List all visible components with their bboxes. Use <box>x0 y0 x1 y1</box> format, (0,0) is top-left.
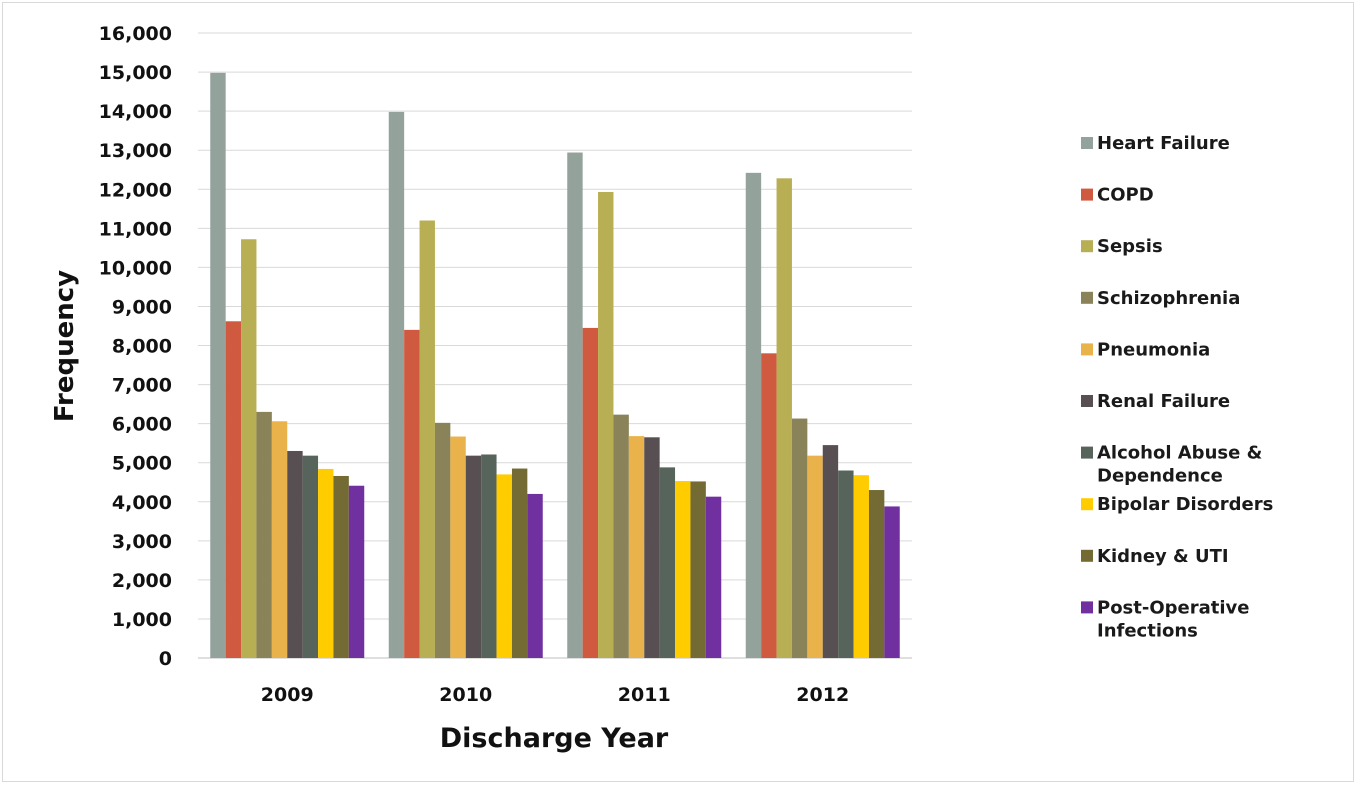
bar-schizophrenia-2009 <box>256 411 272 658</box>
x-tick-label: 2011 <box>618 684 671 706</box>
y-tick-label: 4,000 <box>112 492 172 514</box>
legend-swatch <box>1081 395 1093 407</box>
y-tick-label: 12,000 <box>99 179 172 201</box>
bar-bipolar-disorders-2010 <box>496 474 512 658</box>
legend-swatch <box>1081 188 1093 201</box>
legend-label: Schizophrenia <box>1097 288 1240 309</box>
legend-swatch <box>1081 549 1093 562</box>
bar-heart-failure-2010 <box>388 111 405 658</box>
legend-label: Heart Failure <box>1097 133 1230 154</box>
legend: Heart Failure COPD Sepsis Schizophrenia Pneu… <box>1081 133 1273 641</box>
bar-alcohol-abuse-dependence-2010 <box>481 454 497 658</box>
legend-swatch <box>1081 291 1093 304</box>
bar-schizophrenia-2012 <box>791 418 808 658</box>
bar-alcohol-abuse-dependence-2011 <box>659 467 676 658</box>
legend-swatch <box>1081 498 1093 511</box>
bar-pneumonia-2012 <box>807 455 823 658</box>
legend-swatch <box>1081 446 1093 459</box>
bars <box>210 72 900 658</box>
bar-copd-2011 <box>582 327 599 658</box>
bar-post-operative-infections-2011 <box>705 496 722 658</box>
bar-post-operative-infections-2009 <box>348 485 365 658</box>
x-tick-label: 2012 <box>796 684 849 706</box>
bar-pneumonia-2010 <box>450 436 466 658</box>
bar-sepsis-2012 <box>776 178 792 658</box>
y-tick-label: 11,000 <box>99 218 172 240</box>
legend-swatch <box>1081 343 1093 356</box>
y-tick-label: 16,000 <box>99 23 172 45</box>
bar-copd-2010 <box>404 329 420 658</box>
y-tick-label: 0 <box>159 648 172 670</box>
bar-renal-failure-2011 <box>644 437 660 658</box>
legend-label: Dependence <box>1097 466 1223 487</box>
bar-copd-2012 <box>761 353 777 658</box>
bar-kidney-uti-2009 <box>333 475 349 658</box>
bar-heart-failure-2012 <box>745 172 762 658</box>
bar-post-operative-infections-2012 <box>884 506 900 658</box>
bar-heart-failure-2009 <box>210 72 226 658</box>
bar-kidney-uti-2012 <box>868 490 885 658</box>
x-tick-labels: 2009 2010 2011 2012 <box>261 684 849 706</box>
y-tick-label: 5,000 <box>112 453 172 475</box>
y-axis-title: Frequency <box>50 270 80 422</box>
y-tick-label: 15,000 <box>99 62 172 84</box>
y-tick-labels: 0 1,000 2,000 3,000 4,000 5,000 6,000 7,000 8,00… <box>99 23 172 670</box>
y-tick-label: 10,000 <box>99 257 172 279</box>
bar-heart-failure-2011 <box>567 152 583 658</box>
bar-sepsis-2011 <box>598 191 614 658</box>
x-tick-label: 2009 <box>261 684 314 706</box>
y-tick-label: 8,000 <box>112 336 172 358</box>
legend-label: Bipolar Disorders <box>1097 494 1273 515</box>
legend-swatch <box>1081 137 1093 149</box>
legend-label: Post-Operative <box>1097 597 1249 618</box>
bar-kidney-uti-2011 <box>690 481 706 658</box>
legend-label: Sepsis <box>1097 236 1163 257</box>
bar-bipolar-disorders-2012 <box>853 475 869 658</box>
bar-renal-failure-2009 <box>287 450 303 658</box>
bar-schizophrenia-2011 <box>613 414 629 658</box>
bar-sepsis-2009 <box>241 239 257 658</box>
y-tick-label: 9,000 <box>112 296 172 318</box>
bar-renal-failure-2012 <box>822 445 839 658</box>
legend-swatch <box>1081 240 1093 253</box>
bar-bipolar-disorders-2011 <box>675 481 691 658</box>
y-tick-label: 7,000 <box>112 375 172 397</box>
legend-label: COPD <box>1097 185 1154 206</box>
y-tick-label: 3,000 <box>112 531 172 553</box>
legend-swatch <box>1081 601 1093 614</box>
y-tick-label: 6,000 <box>112 414 172 436</box>
bar-pneumonia-2009 <box>271 421 288 658</box>
y-tick-label: 14,000 <box>99 101 172 123</box>
bar-schizophrenia-2010 <box>434 422 451 658</box>
bar-alcohol-abuse-dependence-2012 <box>838 470 854 658</box>
bar-post-operative-infections-2010 <box>527 493 543 658</box>
y-tick-label: 13,000 <box>99 140 172 162</box>
y-tick-label: 1,000 <box>112 609 172 631</box>
bar-alcohol-abuse-dependence-2009 <box>302 455 319 658</box>
legend-label: Renal Failure <box>1097 391 1230 412</box>
x-tick-label: 2010 <box>439 684 492 706</box>
y-tick-label: 2,000 <box>112 570 172 592</box>
bar-copd-2009 <box>225 321 242 658</box>
bar-pneumonia-2011 <box>628 436 645 658</box>
legend-label: Alcohol Abuse & <box>1097 443 1262 464</box>
bar-renal-failure-2010 <box>465 455 482 658</box>
x-axis-title: Discharge Year <box>440 723 669 754</box>
bar-sepsis-2010 <box>419 220 435 658</box>
bar-bipolar-disorders-2009 <box>318 468 334 658</box>
legend-label: Pneumonia <box>1097 339 1210 360</box>
legend-label: Kidney & UTI <box>1097 546 1229 567</box>
bar-kidney-uti-2010 <box>511 468 528 658</box>
legend-label: Infections <box>1097 620 1198 641</box>
